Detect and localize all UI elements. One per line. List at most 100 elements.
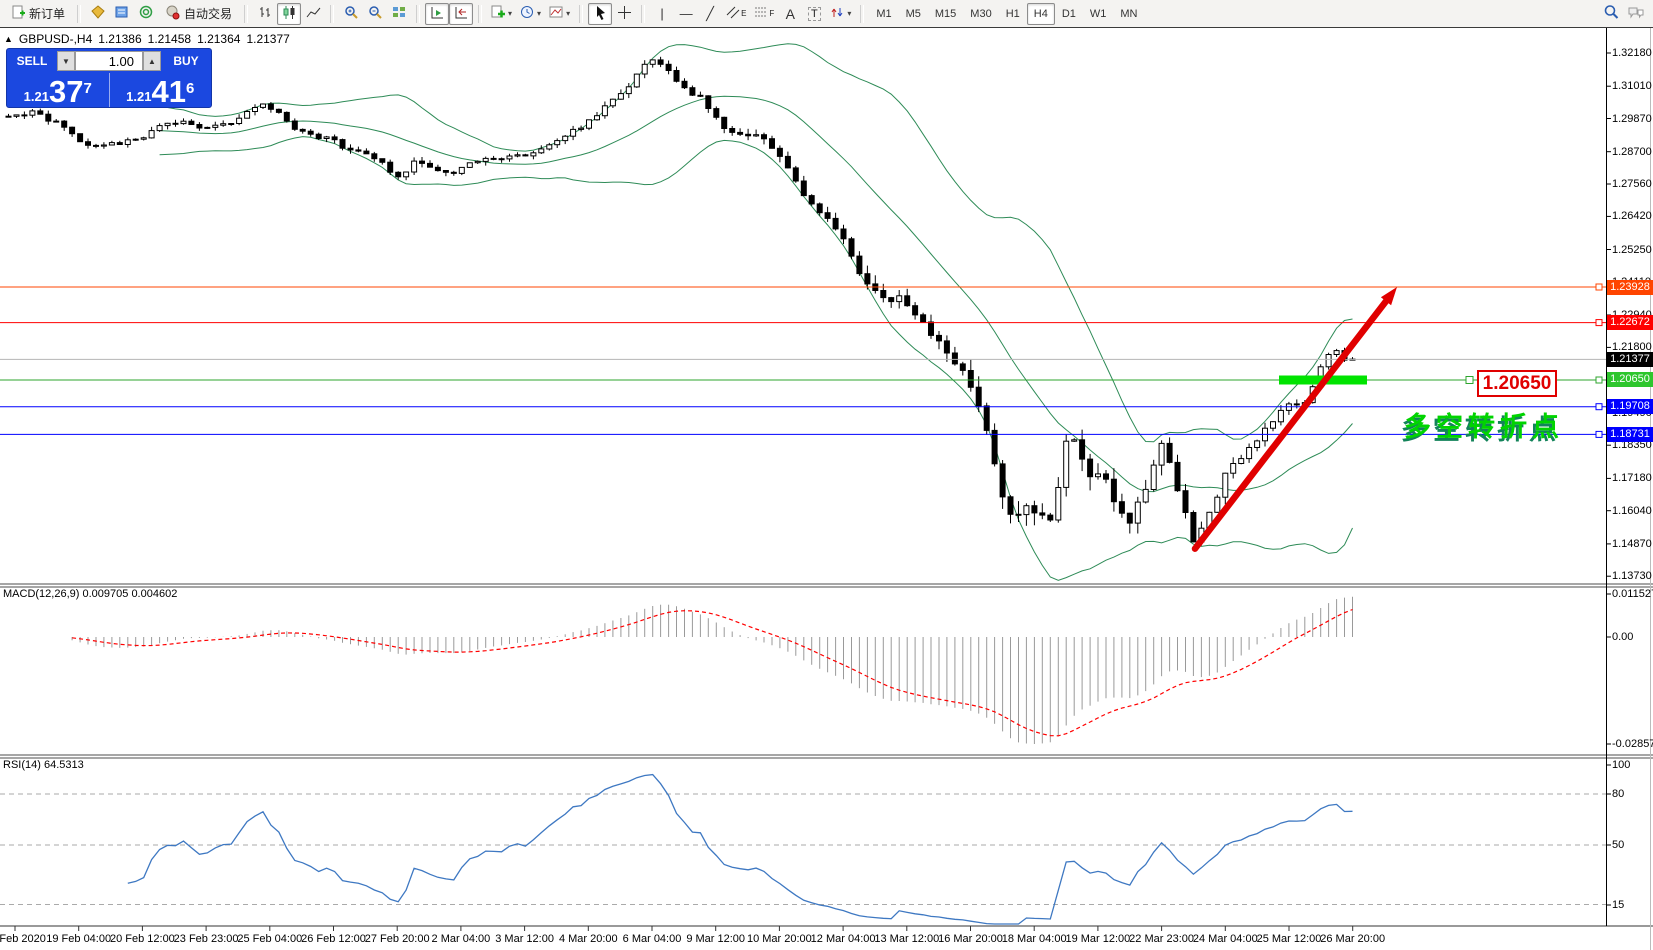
macd-scale-label: 0.00: [1612, 631, 1634, 643]
market-watch-icon: [90, 4, 106, 23]
current-price-marker: 1.21377: [1607, 351, 1653, 367]
sell-button[interactable]: SELL: [16, 54, 48, 68]
sell-price-sup: 7: [83, 80, 92, 97]
signals-icon: [139, 5, 154, 23]
periods-button[interactable]: ▾: [516, 3, 545, 25]
vertical-line-icon: |: [660, 6, 664, 21]
toolbar-grip: [416, 4, 421, 23]
sell-price-button[interactable]: 1.21 37 7: [7, 73, 109, 108]
search-icon: [1603, 4, 1619, 23]
template-icon: [549, 5, 564, 23]
tab-timeframe-H1[interactable]: H1: [1005, 7, 1020, 20]
text-tool[interactable]: A: [778, 3, 802, 25]
collapse-panel-icon[interactable]: ▲: [4, 34, 13, 44]
line-chart-icon: [306, 5, 321, 23]
new-order-button[interactable]: 新订单: [4, 3, 72, 25]
tab-timeframe-M5[interactable]: M5: [905, 7, 921, 20]
zoom-in-button[interactable]: [339, 3, 363, 25]
macd-signal-value: 0.004602: [131, 588, 178, 600]
price-tick-label: 1.16040: [1612, 504, 1652, 517]
trendline-tool[interactable]: ╱: [698, 3, 722, 25]
tab-timeframe-W1[interactable]: W1: [1089, 7, 1107, 20]
crosshair-button[interactable]: [612, 3, 636, 25]
auto-scroll-icon: [430, 5, 445, 23]
ohlc-high: 1.21458: [147, 32, 192, 46]
chart-shift-icon: [454, 5, 469, 23]
tab-timeframe-H4[interactable]: H4: [1026, 2, 1055, 25]
ohlc-open: 1.21386: [98, 32, 142, 46]
rsi-scale-label: 15: [1612, 899, 1625, 911]
tile-windows-button[interactable]: [387, 3, 411, 25]
line-chart-button[interactable]: [301, 3, 325, 25]
cursor-button[interactable]: [588, 2, 613, 25]
bar-chart-icon: [258, 5, 273, 23]
time-axis-label: 10 Mar 20:00: [746, 933, 812, 945]
chart-shift-button[interactable]: [449, 2, 474, 25]
volume-increase-button[interactable]: ▲: [143, 51, 161, 71]
trendline-icon: ╱: [706, 5, 714, 21]
rsi-scale-label: 80: [1612, 788, 1625, 800]
horizontal-line-tool[interactable]: —: [674, 3, 698, 25]
time-axis-label: 18 Mar 04:00: [1001, 933, 1067, 945]
time-axis-label: 19 Mar 12:00: [1065, 933, 1131, 945]
toolbar-grip: [77, 4, 82, 23]
tile-windows-icon: [392, 5, 407, 23]
arrows-tool[interactable]: ▾: [826, 3, 855, 25]
arrows-icon: [830, 5, 845, 23]
volume-input[interactable]: 1.00: [75, 51, 143, 71]
channel-tag: E: [741, 9, 747, 18]
one-click-trading-panel: SELL ▼ 1.00 ▲ BUY 1.21 37 7 1.21 41 6: [6, 48, 212, 108]
zoom-in-icon: [344, 5, 359, 23]
auto-scroll-button[interactable]: [425, 2, 450, 25]
chat-icon: [1627, 5, 1645, 23]
price-chart-canvas[interactable]: [0, 28, 1653, 950]
tab-timeframe-M15[interactable]: M15: [934, 7, 957, 20]
sell-price-big: 37: [48, 74, 84, 108]
chevron-down-icon: ▾: [508, 9, 513, 18]
channel-icon: [726, 5, 741, 23]
buy-price-button[interactable]: 1.21 41 6: [108, 73, 212, 108]
tab-timeframe-D1[interactable]: D1: [1061, 7, 1076, 20]
zoom-out-button[interactable]: [363, 3, 387, 25]
tab-timeframe-M1[interactable]: M1: [876, 7, 892, 20]
chevron-down-icon: ▾: [847, 9, 852, 18]
text-icon: A: [785, 5, 795, 22]
fibonacci-tool[interactable]: F: [750, 3, 778, 25]
time-axis-label: 9 Mar 12:00: [686, 933, 746, 945]
tab-timeframe-M30[interactable]: M30: [970, 7, 992, 20]
auto-trading-icon: [165, 5, 180, 23]
price-tick-label: 1.26420: [1612, 210, 1652, 223]
navigator-button[interactable]: [110, 3, 134, 25]
time-axis-label: 24 Mar 04:00: [1192, 933, 1258, 945]
time-axis-label: 26 Feb 12:00: [301, 933, 366, 945]
bar-chart-button[interactable]: [253, 3, 277, 25]
text-label-tool[interactable]: T: [802, 3, 826, 25]
price-tick-label: 1.32180: [1612, 47, 1652, 59]
time-axis-label: 25 Feb 04:00: [237, 933, 303, 945]
auto-trading-button[interactable]: 自动交易: [158, 3, 239, 25]
time-axis-label: 22 Mar 23:00: [1129, 933, 1194, 945]
crosshair-icon: [617, 5, 632, 23]
chat-button[interactable]: [1623, 3, 1649, 25]
search-button[interactable]: [1599, 3, 1623, 25]
tab-timeframe-MN[interactable]: MN: [1120, 7, 1138, 20]
market-watch-button[interactable]: [86, 3, 110, 25]
clock-icon: [520, 5, 535, 23]
indicators-icon: [491, 5, 506, 23]
chart-window[interactable]: ▲ GBPUSD-,H4 1.21386 1.21458 1.21364 1.2…: [0, 28, 1653, 950]
candlestick-chart-button[interactable]: [277, 2, 302, 25]
time-axis-label: 23 Feb 23:00: [173, 933, 239, 945]
signals-button[interactable]: [134, 3, 158, 25]
vertical-line-tool[interactable]: |: [650, 3, 674, 25]
time-axis-label: 2 Mar 04:00: [431, 933, 491, 945]
volume-decrease-button[interactable]: ▼: [57, 51, 75, 71]
sell-price-prefix: 1.21: [23, 89, 49, 104]
toolbar-right-group: [1599, 3, 1649, 25]
buy-price-big: 41: [151, 74, 186, 108]
templates-button[interactable]: ▾: [545, 3, 574, 25]
channel-tool[interactable]: E: [722, 3, 750, 25]
price-tick-label: 1.17180: [1612, 472, 1652, 485]
buy-button[interactable]: BUY: [173, 54, 199, 68]
price-tick-label: 1.13730: [1612, 570, 1652, 583]
indicators-button[interactable]: ▾: [487, 3, 516, 25]
